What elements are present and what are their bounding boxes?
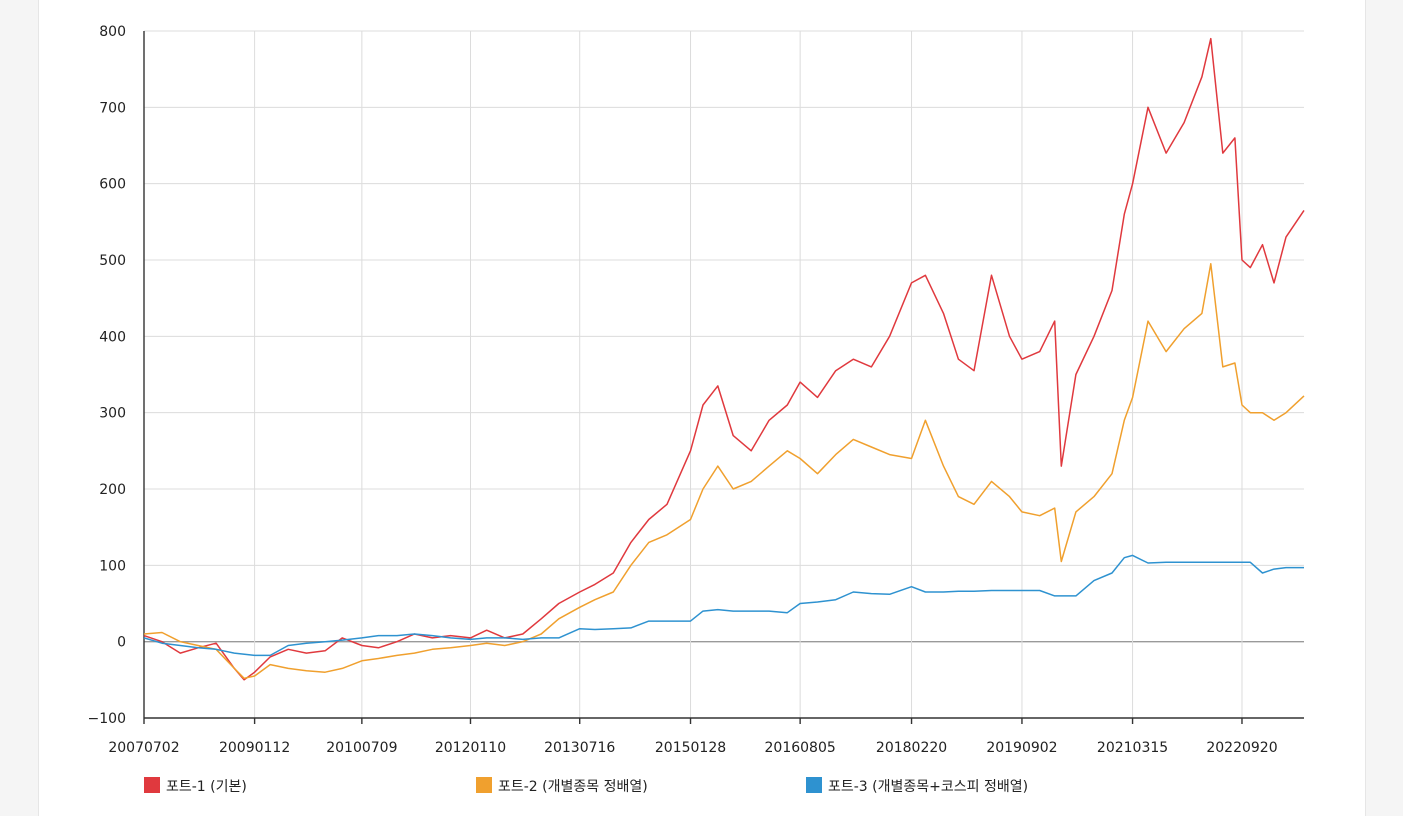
line-chart: −100 0 100 200 300 400 500 600 700 800 20070702 200…	[88, 24, 1305, 795]
series-line-portfolio-1	[143, 37, 1305, 681]
legend: 포트-1 (기본) 포트-2 (개별종목 정배열) 포트-3 (개별종목+코스피 정…	[144, 777, 1028, 795]
y-tick-label: 0	[117, 635, 126, 651]
x-tick-label: 20180220	[876, 740, 947, 756]
series-line-portfolio-3	[143, 554, 1304, 657]
y-tick-label: −100	[88, 711, 126, 727]
y-tick-label: 100	[99, 558, 126, 574]
legend-swatch-portfolio-3	[806, 777, 822, 793]
legend-label-portfolio-1: 포트-1 (기본)	[166, 779, 247, 795]
series-line-portfolio-2	[143, 263, 1305, 680]
y-tick-label: 500	[99, 253, 126, 269]
series-layer	[143, 37, 1305, 681]
x-tick-label: 20070702	[108, 740, 179, 756]
y-tick-label: 200	[99, 482, 126, 498]
x-tick-label: 20190902	[986, 740, 1057, 756]
legend-label-portfolio-3: 포트-3 (개별종목+코스피 정배열)	[828, 779, 1028, 795]
legend-swatch-portfolio-1	[144, 777, 160, 793]
y-tick-label: 700	[99, 100, 126, 116]
x-tick-label: 20210315	[1097, 740, 1168, 756]
legend-swatch-portfolio-2	[476, 777, 492, 793]
x-tick-label: 20100709	[326, 740, 397, 756]
chart-card: −100 0 100 200 300 400 500 600 700 800 20070702 200…	[38, 0, 1366, 816]
y-tick-label: 400	[99, 329, 126, 345]
x-tick-label: 20160805	[765, 740, 836, 756]
x-tick-label: 20090112	[219, 740, 290, 756]
x-tick-label: 20120110	[435, 740, 506, 756]
grid-layer	[144, 30, 1304, 719]
x-tick-label: 20130716	[544, 740, 615, 756]
legend-label-portfolio-2: 포트-2 (개별종목 정배열)	[498, 779, 648, 795]
y-tick-label: 800	[99, 24, 126, 40]
y-tick-label: 300	[99, 406, 126, 422]
axis-layer: −100 0 100 200 300 400 500 600 700 800 20070702 200…	[88, 24, 1304, 756]
y-tick-label: 600	[99, 177, 126, 193]
x-tick-label: 20220920	[1206, 740, 1277, 756]
x-tick-label: 20150128	[655, 740, 726, 756]
